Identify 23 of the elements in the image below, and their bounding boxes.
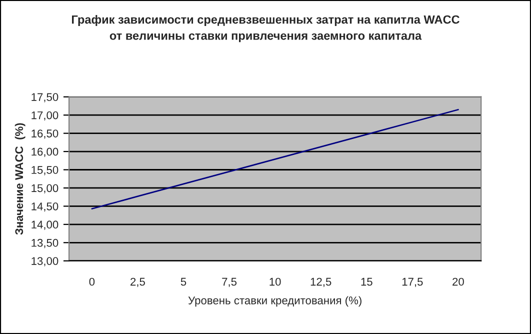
x-tick-label: 12,5	[310, 278, 332, 287]
x-tick-label: 10	[270, 278, 281, 286]
chart-title: График зависимости средневзвешенных затрат на капитла WACC от величины ставки привлечения заемного капитала	[72, 15, 460, 42]
x-tick-label: 20	[452, 278, 464, 286]
y-tick-label: 13,50	[32, 238, 58, 248]
x-tick-label: 15	[361, 278, 372, 286]
y-axis-title: Значение WACC (%)	[14, 123, 26, 235]
x-tick-label: 5	[180, 278, 186, 286]
y-tick-label: 13,00	[32, 257, 58, 266]
y-tick-label: 15,00	[32, 184, 58, 194]
line-series	[91, 108, 459, 210]
x-axis-title: Уровень ставки кредитования (%)	[188, 296, 362, 307]
y-tick-label: 16,00	[32, 148, 58, 157]
x-tick-label: 7,5	[222, 278, 237, 287]
x-tick-label: 0	[89, 278, 95, 286]
x-tick-label: 2,5	[130, 278, 145, 287]
y-tick-label: 17,00	[32, 111, 58, 121]
y-tick-label: 16,50	[32, 130, 58, 139]
y-tick-label: 15,50	[32, 166, 58, 176]
x-tick-label: 17,5	[402, 278, 423, 287]
y-tick-label: 14,00	[32, 220, 58, 230]
y-tick-label: 17,50	[32, 93, 58, 102]
y-tick-label: 14,50	[32, 202, 58, 212]
